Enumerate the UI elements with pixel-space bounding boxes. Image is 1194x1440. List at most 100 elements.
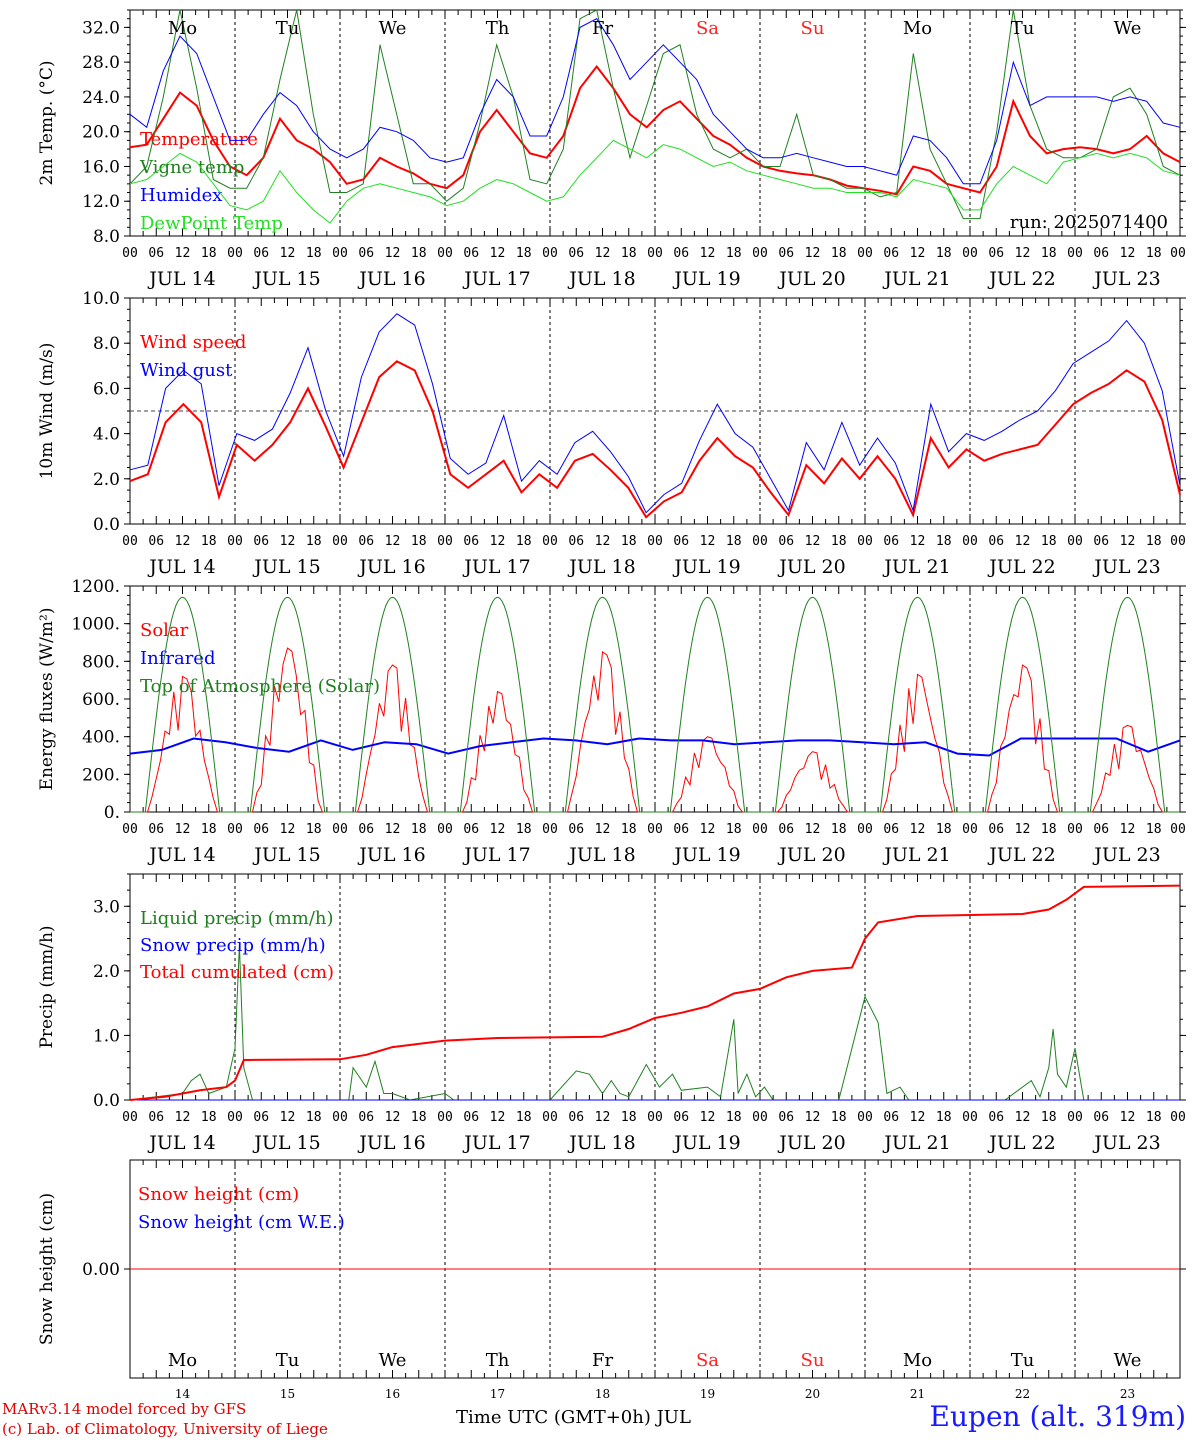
x-hour-label: 18 [831,534,847,549]
x-hour-label: 06 [358,1110,374,1125]
x-hour-label: 12 [490,822,506,837]
legend-item: Temperature [140,129,258,150]
x-hour-label: 00 [332,822,348,837]
x-hour-label: 18 [936,1110,952,1125]
x-hour-label: 06 [673,822,689,837]
x-hour-label: 00 [437,246,453,261]
x-hour-label: 12 [1120,822,1136,837]
x-hour-label: 12 [175,822,191,837]
x-hour-label: 00 [227,1110,243,1125]
x-hour-label: 18 [516,534,532,549]
y-tick-label: 32.0 [82,18,120,38]
x-hour-label: 12 [700,822,716,837]
x-hour-label: 06 [253,534,269,549]
x-hour-label: 00 [962,822,978,837]
x-hour-label: 18 [936,534,952,549]
y-tick-label: 1000. [71,615,120,635]
x-day-label: JUL 19 [672,1132,740,1154]
x-day-label: JUL 21 [882,556,950,578]
x-hour-label: 06 [778,246,794,261]
weekday-label: Mo [168,18,197,39]
x-hour-label: 06 [148,1110,164,1125]
x-hour-label: 00 [437,1110,453,1125]
x-hour-label: 18 [201,534,217,549]
x-hour-label: 18 [831,822,847,837]
x-axis-title: Time UTC (GMT+0h) JUL [456,1407,691,1428]
x-day-label: JUL 15 [252,268,320,290]
x-day-label: JUL 18 [567,1132,635,1154]
x-hour-label: 12 [1120,1110,1136,1125]
x-day-label: JUL 16 [357,556,425,578]
x-hour-label: 00 [542,246,558,261]
y-tick-label: 200. [82,765,120,785]
x-day-label: JUL 15 [252,1132,320,1154]
legend-item: Humidex [140,185,222,206]
x-day-label: JUL 23 [1092,844,1160,866]
x-day-label: JUL 17 [462,268,530,290]
x-hour-label: 12 [490,1110,506,1125]
x-hour-label: 18 [726,1110,742,1125]
x-hour-label: 00 [122,534,138,549]
y-tick-label: 0.00 [82,1260,120,1280]
weekday-label: Fr [592,1350,613,1371]
x-hour-label: 12 [1015,822,1031,837]
x-hour-label: 06 [148,246,164,261]
x-hour-label: 00 [962,1110,978,1125]
y-tick-label: 400. [82,728,120,748]
y-axis-label: Snow height (cm) [37,1193,57,1345]
x-hour-label: 12 [805,1110,821,1125]
x-day-label: JUL 21 [882,1132,950,1154]
x-hour-label: 18 [1041,1110,1057,1125]
x-hour-label: 18 [831,246,847,261]
x-hour-label: 18 [516,246,532,261]
x-hour-label: 12 [910,822,926,837]
x-hour-label: 12 [175,1110,191,1125]
x-hour-label: 06 [778,534,794,549]
x-hour-label: 18 [726,534,742,549]
x-hour-label: 06 [148,534,164,549]
x-hour-label: 06 [253,1110,269,1125]
x-day-label: JUL 18 [567,268,635,290]
x-hour-label: 06 [568,246,584,261]
x-hour-label: 06 [673,534,689,549]
x-hour-label: 18 [936,822,952,837]
x-day-label: JUL 19 [672,268,740,290]
x-day-label: JUL 23 [1092,1132,1160,1154]
legend-item: Wind speed [140,332,246,353]
x-hour-label: 18 [726,246,742,261]
series-line-wind-gust [129,313,1181,514]
x-hour-label: 12 [595,246,611,261]
y-axis-label: 2m Temp. (°C) [37,60,57,185]
x-hour-label: 00 [647,822,663,837]
y-tick-label: 1.0 [93,1026,120,1046]
x-hour-label: 12 [280,246,296,261]
series-line-vigne-temp [129,9,1181,220]
x-hour-label: 00 [857,1110,873,1125]
x-hour-label: 06 [463,822,479,837]
legend-item: Solar [140,620,189,641]
weekday-label: Su [801,1350,825,1371]
day-number-label: 15 [280,1387,295,1401]
x-hour-label: 12 [490,534,506,549]
x-hour-label: 00 [1067,246,1083,261]
model-credit: MARv3.14 model forced by GFS [2,1400,247,1418]
weekday-label: Th [486,18,510,39]
x-day-label: JUL 23 [1092,268,1160,290]
weekday-label: Su [801,18,825,39]
x-hour-label: 00 [857,246,873,261]
x-hour-label: 18 [306,822,322,837]
y-axis-label: Precip (mm/h) [37,925,57,1048]
x-hour-label: 00 [1067,534,1083,549]
x-hour-label: 06 [148,822,164,837]
x-day-label: JUL 15 [252,556,320,578]
x-hour-label: 00 [1170,246,1186,261]
x-hour-label: 06 [673,1110,689,1125]
x-hour-label: 12 [700,1110,716,1125]
x-hour-label: 00 [437,822,453,837]
day-number-label: 23 [1120,1387,1135,1401]
x-hour-label: 00 [857,534,873,549]
weekday-label: Sa [696,18,719,39]
y-tick-label: 2.0 [93,470,120,490]
x-hour-label: 12 [805,246,821,261]
x-day-label: JUL 17 [462,556,530,578]
